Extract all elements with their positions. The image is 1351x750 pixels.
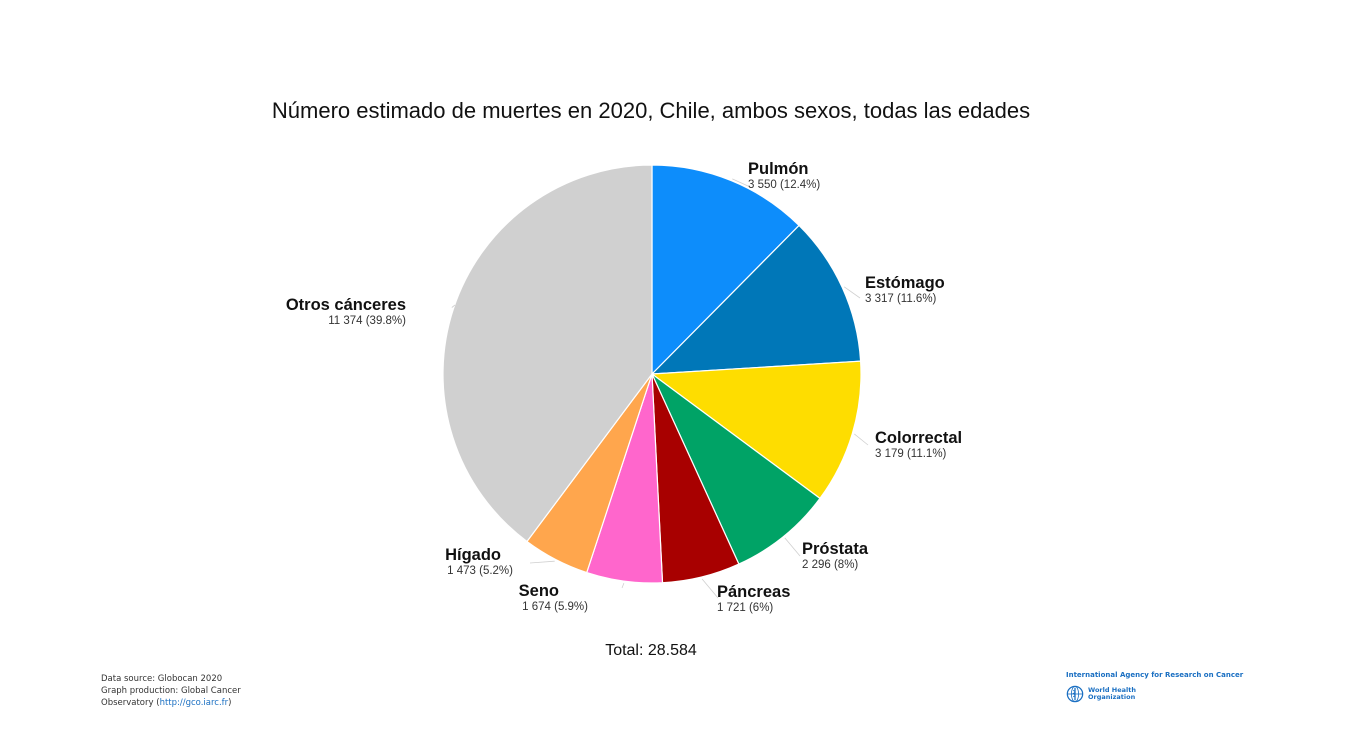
slice-value-estomago: 3 317 (11.6%) [865,293,937,305]
pie-slice-estomago[interactable] [650,224,862,375]
slice-value-colorrectal: 3 179 (11.1%) [875,448,947,460]
footer-credits: Data source: Globocan 2020 Graph product… [101,673,241,709]
leader-line-otros [451,304,456,308]
leader-line-prostata [784,537,801,557]
who-emblem-icon [1066,685,1084,703]
who-name: World Health Organization [1088,686,1136,701]
leader-line-higado [529,560,555,564]
slice-label-prostata: Próstata [802,540,869,558]
total-label: Total: 28.584 [605,642,697,659]
slice-value-prostata: 2 296 (8%) [802,559,858,571]
slice-value-seno: 1 674 (5.9%) [522,601,588,613]
slice-value-otros: 11 374 (39.8%) [328,315,406,327]
pie-slice-colorrectal[interactable] [650,360,862,500]
pie-slice-prostata[interactable] [651,373,821,565]
leader-lines-layer [451,178,869,599]
leader-line-estomago [843,286,861,299]
slice-label-pulmon: Pulmón [748,160,809,178]
footer-logos: International Agency for Research on Can… [1066,671,1243,703]
slice-label-pancreas: Páncreas [717,583,790,601]
slices-layer [442,164,862,584]
pie-slice-pulmon[interactable] [651,164,800,376]
credits-prefix: Observatory ( [101,698,160,708]
leader-line-seno [621,582,625,589]
leader-line-pancreas [701,578,719,599]
credits-line-graph-production: Graph production: Global Cancer [101,686,241,696]
slice-value-pancreas: 1 721 (6%) [717,602,773,614]
slice-label-colorrectal: Colorrectal [875,429,962,447]
who-logo: World Health Organization [1066,685,1243,703]
credits-line-data-source: Data source: Globocan 2020 [101,674,223,684]
slice-value-pulmon: 3 550 (12.4%) [748,179,820,191]
iarc-name: International Agency for Research on Can… [1066,671,1244,679]
leader-line-pulmon [732,178,749,187]
slice-label-seno: Seno [519,582,559,600]
slice-value-higado: 1 473 (5.2%) [447,565,513,577]
chart-title: Número estimado de muertes en 2020, Chil… [271,98,1031,123]
slice-label-otros: Otros cánceres [286,296,406,314]
slice-label-estomago: Estómago [865,274,945,292]
credits-link[interactable]: http://gco.iarc.fr [159,698,229,708]
credits-line-observatory: Observatory (http://gco.iarc.fr) [101,697,241,709]
slice-label-higado: Hígado [445,546,501,564]
leader-line-colorrectal [854,433,869,446]
pie-slice-otros[interactable] [442,164,653,543]
credits-suffix: ) [228,698,232,708]
